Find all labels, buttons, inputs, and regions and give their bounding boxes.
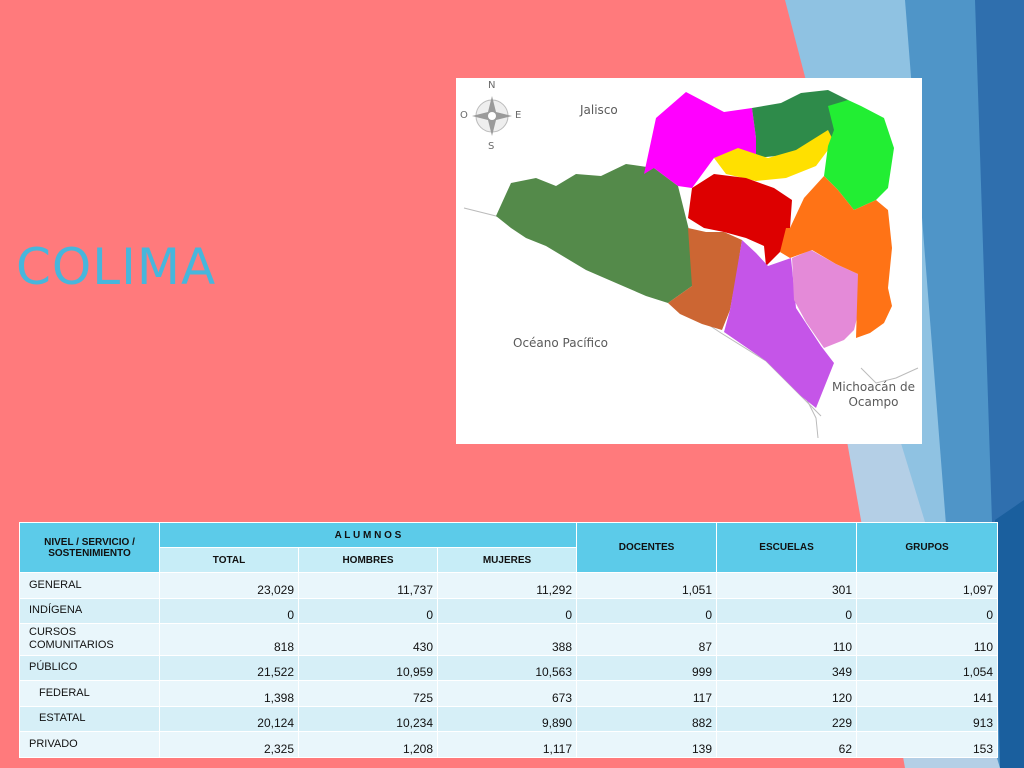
compass-west: O <box>460 110 468 121</box>
map-label-ocean: Océano Pacífico <box>513 336 609 350</box>
region-ixtlahuacan <box>792 250 860 348</box>
map-river-border <box>860 367 919 384</box>
cell-escuelas: 301 <box>716 572 858 599</box>
compass-south: S <box>488 141 495 152</box>
table-row: ESTATAL 20,124 10,234 9,890 882 229 913 <box>19 706 999 732</box>
cell-mujeres: 673 <box>436 680 578 707</box>
cell-hombres: 0 <box>298 598 438 624</box>
table-row: INDÍGENA 0 0 0 0 0 0 <box>19 598 999 624</box>
cell-mujeres: 10,563 <box>436 655 578 681</box>
map-label-michoacan: Michoacán de Ocampo <box>832 380 915 410</box>
cell-docentes: 1,051 <box>576 572 718 599</box>
map-bottom-border <box>805 397 819 439</box>
region-armeria-east <box>780 176 892 338</box>
row-label: PÚBLICO <box>19 655 160 681</box>
header-nivel: NIVEL / SERVICIO / SOSTENIMIENTO <box>19 522 160 573</box>
cell-total: 1,398 <box>159 680 299 707</box>
compass-east: E <box>515 110 522 121</box>
slide-title: COLIMA <box>16 238 217 296</box>
cell-total: 20,124 <box>159 706 299 732</box>
cell-docentes: 882 <box>576 706 718 732</box>
map-label-michoacan-line1: Michoacán de <box>832 380 915 394</box>
map-label-jalisco: Jalisco <box>580 103 618 117</box>
cell-escuelas: 0 <box>716 598 858 624</box>
cell-docentes: 0 <box>576 598 718 624</box>
row-label: ESTATAL <box>19 706 160 732</box>
header-hombres: HOMBRES <box>298 547 438 573</box>
region-villa-de-alvarez <box>714 130 834 181</box>
cell-grupos: 141 <box>856 680 999 707</box>
cell-hombres: 10,234 <box>298 706 438 732</box>
cell-mujeres: 9,890 <box>436 706 578 732</box>
row-label: CURSOS COMUNITARIOS <box>19 623 160 656</box>
cell-escuelas: 349 <box>716 655 858 681</box>
row-label: PRIVADO <box>19 731 160 758</box>
cell-escuelas: 110 <box>716 623 858 656</box>
table-row: PÚBLICO 21,522 10,959 10,563 999 349 1,0… <box>19 655 999 681</box>
table-row: PRIVADO 2,325 1,208 1,117 139 62 153 <box>19 731 999 758</box>
cell-mujeres: 1,117 <box>436 731 578 758</box>
header-grupos: GRUPOS <box>856 522 999 573</box>
cell-hombres: 430 <box>298 623 438 656</box>
cell-escuelas: 120 <box>716 680 858 707</box>
cell-grupos: 1,054 <box>856 655 999 681</box>
cell-escuelas: 62 <box>716 731 858 758</box>
row-label-line1: CURSOS <box>29 626 77 638</box>
table-row: GENERAL 23,029 11,737 11,292 1,051 301 1… <box>19 572 999 599</box>
table-row: CURSOS COMUNITARIOS 818 430 388 87 110 1… <box>19 623 999 656</box>
region-armeria-tecoman <box>724 240 834 408</box>
row-label: GENERAL <box>19 572 160 599</box>
row-label: INDÍGENA <box>19 598 160 624</box>
cell-escuelas: 229 <box>716 706 858 732</box>
cell-grupos: 913 <box>856 706 999 732</box>
header-alumnos: A L U M N O S <box>158 522 578 548</box>
cell-total: 0 <box>159 598 299 624</box>
region-manzanillo <box>496 164 696 303</box>
region-cuauhtemoc <box>824 100 894 210</box>
state-map: N S E O Jalisco Océano Pacífico Michoacá… <box>456 78 922 444</box>
table-row: FEDERAL 1,398 725 673 117 120 141 <box>19 680 999 707</box>
row-label-line2: COMUNITARIOS <box>29 639 114 651</box>
cell-docentes: 87 <box>576 623 718 656</box>
cell-total: 21,522 <box>159 655 299 681</box>
cell-mujeres: 0 <box>436 598 578 624</box>
cell-docentes: 139 <box>576 731 718 758</box>
header-docentes: DOCENTES <box>576 522 718 573</box>
cell-hombres: 11,737 <box>298 572 438 599</box>
region-coquimatlan <box>668 228 742 330</box>
cell-docentes: 999 <box>576 655 718 681</box>
cell-total: 23,029 <box>159 572 299 599</box>
cell-total: 818 <box>159 623 299 656</box>
compass-north: N <box>488 80 496 91</box>
cell-total: 2,325 <box>159 731 299 758</box>
header-escuelas: ESCUELAS <box>716 522 858 573</box>
enrollment-table: NIVEL / SERVICIO / SOSTENIMIENTO A L U M… <box>19 522 999 758</box>
bg-shard-bottom-right <box>995 500 1024 768</box>
cell-grupos: 1,097 <box>856 572 999 599</box>
region-minatitlan <box>644 92 756 188</box>
map-regions <box>463 90 919 439</box>
cell-mujeres: 388 <box>436 623 578 656</box>
cell-hombres: 10,959 <box>298 655 438 681</box>
region-colima <box>688 174 792 266</box>
cell-grupos: 153 <box>856 731 999 758</box>
cell-grupos: 0 <box>856 598 999 624</box>
header-mujeres: MUJERES <box>436 547 578 573</box>
cell-hombres: 1,208 <box>298 731 438 758</box>
map-label-michoacan-line2: Ocampo <box>848 395 899 409</box>
cell-grupos: 110 <box>856 623 999 656</box>
cell-docentes: 117 <box>576 680 718 707</box>
compass-center <box>488 112 496 120</box>
header-total: TOTAL <box>159 547 299 573</box>
row-label: FEDERAL <box>19 680 160 707</box>
cell-mujeres: 11,292 <box>436 572 578 599</box>
cell-hombres: 725 <box>298 680 438 707</box>
